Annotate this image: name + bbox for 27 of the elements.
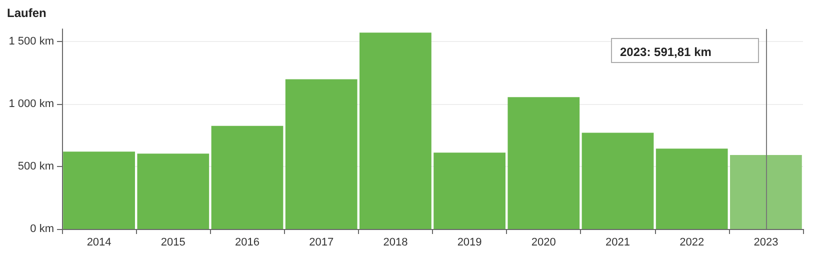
bar <box>730 155 802 229</box>
bar <box>285 79 358 229</box>
x-tick-label: 2023 <box>754 236 778 248</box>
y-tick-label: 1 000 km <box>8 98 54 110</box>
x-tick-label: 2022 <box>680 236 704 248</box>
x-tick-label: 2015 <box>160 236 186 248</box>
annotation: 2023: 591,81 km <box>620 45 712 59</box>
tooltip-box: 2023: 591,81 km <box>611 38 759 63</box>
y-tick-label: 1 500 km <box>8 36 54 48</box>
x-tick-label: 2021 <box>606 236 630 248</box>
bar <box>63 152 135 229</box>
bar <box>360 32 432 229</box>
bar <box>137 154 210 229</box>
bar <box>508 97 580 229</box>
y-tick-label: 0 km <box>30 223 54 235</box>
x-tick-label: 2020 <box>531 236 556 248</box>
y-tick-label: 500 km <box>18 160 54 172</box>
bar <box>434 152 506 229</box>
x-tick-label: 2016 <box>235 236 260 248</box>
x-tick-label: 2017 <box>309 236 334 248</box>
x-tick-label: 2019 <box>457 236 482 248</box>
x-tick-label: 2018 <box>383 236 408 248</box>
x-tick-label: 2014 <box>86 236 112 248</box>
bar <box>656 148 728 229</box>
chart-title: Laufen <box>7 6 46 20</box>
bar <box>582 132 654 229</box>
bar <box>211 126 284 229</box>
